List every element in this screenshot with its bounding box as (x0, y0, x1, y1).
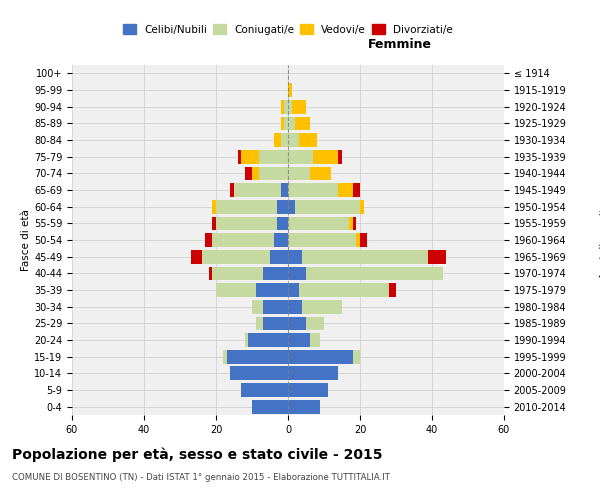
Bar (349, 216, 353, 230)
Bar (288, 383, 328, 397)
Bar (223, 350, 227, 364)
Bar (356, 233, 360, 247)
Bar (256, 283, 288, 297)
Bar (212, 233, 274, 247)
Bar (302, 250, 428, 264)
Bar (288, 266, 306, 280)
Bar (212, 200, 216, 213)
Bar (288, 150, 313, 164)
Bar (288, 216, 349, 230)
Bar (209, 266, 212, 280)
Bar (288, 83, 292, 97)
Bar (270, 250, 288, 264)
Bar (212, 216, 216, 230)
Bar (281, 133, 288, 147)
Bar (353, 216, 356, 230)
Bar (306, 316, 324, 330)
Bar (230, 366, 288, 380)
Bar (288, 316, 306, 330)
Bar (306, 266, 443, 280)
Bar (216, 216, 277, 230)
Bar (252, 400, 288, 413)
Bar (288, 116, 295, 130)
Bar (245, 333, 248, 347)
Bar (238, 150, 241, 164)
Bar (216, 283, 256, 297)
Bar (277, 216, 288, 230)
Bar (263, 316, 288, 330)
Bar (288, 233, 356, 247)
Bar (288, 333, 310, 347)
Bar (281, 183, 288, 197)
Bar (389, 283, 396, 297)
Bar (256, 316, 263, 330)
Bar (288, 283, 299, 297)
Bar (241, 150, 259, 164)
Bar (288, 366, 338, 380)
Bar (288, 100, 292, 114)
Bar (277, 200, 288, 213)
Bar (288, 350, 353, 364)
Bar (292, 100, 306, 114)
Bar (338, 183, 353, 197)
Legend: Celibi/Nubili, Coniugati/e, Vedovi/e, Divorziati/e: Celibi/Nubili, Coniugati/e, Vedovi/e, Di… (120, 21, 456, 38)
Bar (245, 166, 252, 180)
Bar (230, 183, 234, 197)
Bar (252, 300, 263, 314)
Bar (288, 400, 320, 413)
Text: COMUNE DI BOSENTINO (TN) - Dati ISTAT 1° gennaio 2015 - Elaborazione TUTTITALIA.: COMUNE DI BOSENTINO (TN) - Dati ISTAT 1°… (12, 472, 390, 482)
Bar (299, 283, 389, 297)
Bar (241, 383, 288, 397)
Bar (353, 183, 360, 197)
Bar (234, 183, 281, 197)
Bar (248, 333, 288, 347)
Bar (252, 166, 259, 180)
Bar (353, 350, 360, 364)
Bar (360, 200, 364, 213)
Bar (310, 333, 320, 347)
Bar (227, 350, 288, 364)
Bar (288, 200, 295, 213)
Bar (288, 166, 310, 180)
Bar (205, 233, 212, 247)
Bar (202, 250, 270, 264)
Bar (299, 133, 317, 147)
Text: Femmine: Femmine (368, 38, 433, 51)
Bar (281, 116, 284, 130)
Bar (428, 250, 446, 264)
Bar (274, 233, 288, 247)
Bar (288, 300, 302, 314)
Bar (191, 250, 202, 264)
Bar (360, 233, 367, 247)
Bar (288, 183, 338, 197)
Bar (263, 300, 288, 314)
Bar (310, 166, 331, 180)
Bar (288, 133, 299, 147)
Text: Popolazione per età, sesso e stato civile - 2015: Popolazione per età, sesso e stato civil… (12, 448, 383, 462)
Bar (274, 133, 281, 147)
Bar (302, 300, 342, 314)
Bar (288, 250, 302, 264)
Y-axis label: Fasce di età: Fasce di età (21, 209, 31, 271)
Bar (259, 150, 288, 164)
Bar (338, 150, 342, 164)
Bar (259, 166, 288, 180)
Bar (281, 100, 284, 114)
Bar (263, 266, 288, 280)
Bar (295, 116, 310, 130)
Bar (216, 200, 277, 213)
Bar (295, 200, 360, 213)
Bar (284, 116, 288, 130)
Bar (212, 266, 263, 280)
Bar (313, 150, 338, 164)
Bar (284, 100, 288, 114)
